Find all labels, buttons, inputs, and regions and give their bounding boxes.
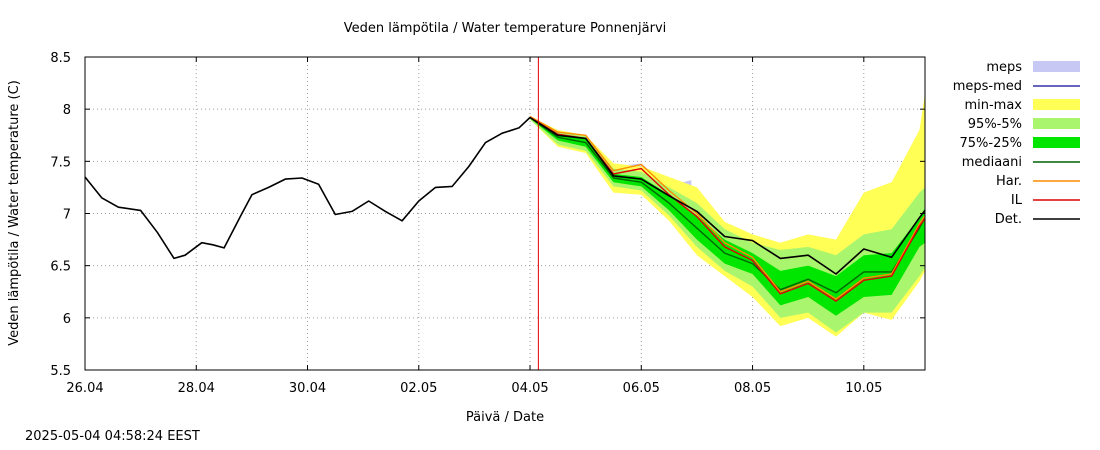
- x-ticks: 26.04 28.04 30.04 02.05 04.05 06.05 08.05 10.05: [66, 57, 882, 396]
- timestamp: 2025-05-04 04:58:24 EEST: [25, 429, 200, 444]
- x-tick-label: 04.05: [511, 381, 548, 396]
- legend-label-har: Har.: [996, 174, 1022, 189]
- legend-label-75-25: 75%-25%: [960, 136, 1022, 151]
- bands: [530, 93, 925, 337]
- legend-swatch-75-25: [1033, 137, 1080, 148]
- x-tick-label: 28.04: [178, 381, 215, 396]
- legend-label-il: IL: [1011, 193, 1023, 208]
- y-tick-label: 6: [63, 312, 71, 327]
- x-axis-label: Päivä / Date: [466, 410, 544, 425]
- legend-swatch-95-5: [1033, 118, 1080, 129]
- x-tick-label: 08.05: [734, 381, 771, 396]
- y-tick-label: 7: [63, 208, 71, 223]
- legend-swatch-min-max: [1033, 99, 1080, 110]
- y-ticks: 5.5 6 6.5 7 7.5 8 8.5: [50, 51, 925, 379]
- x-tick-label: 02.05: [400, 381, 437, 396]
- x-tick-label: 26.04: [66, 381, 103, 396]
- x-tick-label: 06.05: [623, 381, 660, 396]
- legend: meps meps-med min-max 95%-5% 75%-25% mediaani…: [953, 60, 1080, 227]
- x-tick-label: 10.05: [845, 381, 882, 396]
- y-axis-label: Veden lämpötila / Water temperature (C): [7, 80, 22, 346]
- line-det: [84, 116, 926, 275]
- legend-label-meps: meps: [986, 60, 1022, 75]
- chart-title: Veden lämpötila / Water temperature Ponn…: [344, 21, 667, 36]
- y-tick-label: 7.5: [50, 155, 71, 170]
- legend-label-min-max: min-max: [964, 98, 1022, 113]
- legend-label-95-5: 95%-5%: [968, 117, 1022, 132]
- legend-label-mediaani: mediaani: [962, 155, 1022, 170]
- y-tick-label: 5.5: [50, 364, 71, 379]
- grid: [84, 56, 925, 371]
- y-tick-label: 8: [63, 103, 71, 118]
- y-tick-label: 6.5: [50, 260, 71, 275]
- x-tick-label: 30.04: [289, 381, 326, 396]
- legend-swatch-meps: [1033, 61, 1080, 72]
- line-har: [529, 115, 926, 300]
- line-mediaani: [529, 116, 926, 294]
- series-lines: [84, 115, 926, 302]
- legend-label-meps-med: meps-med: [953, 79, 1022, 94]
- y-tick-label: 8.5: [50, 51, 71, 66]
- legend-label-det: Det.: [995, 212, 1022, 227]
